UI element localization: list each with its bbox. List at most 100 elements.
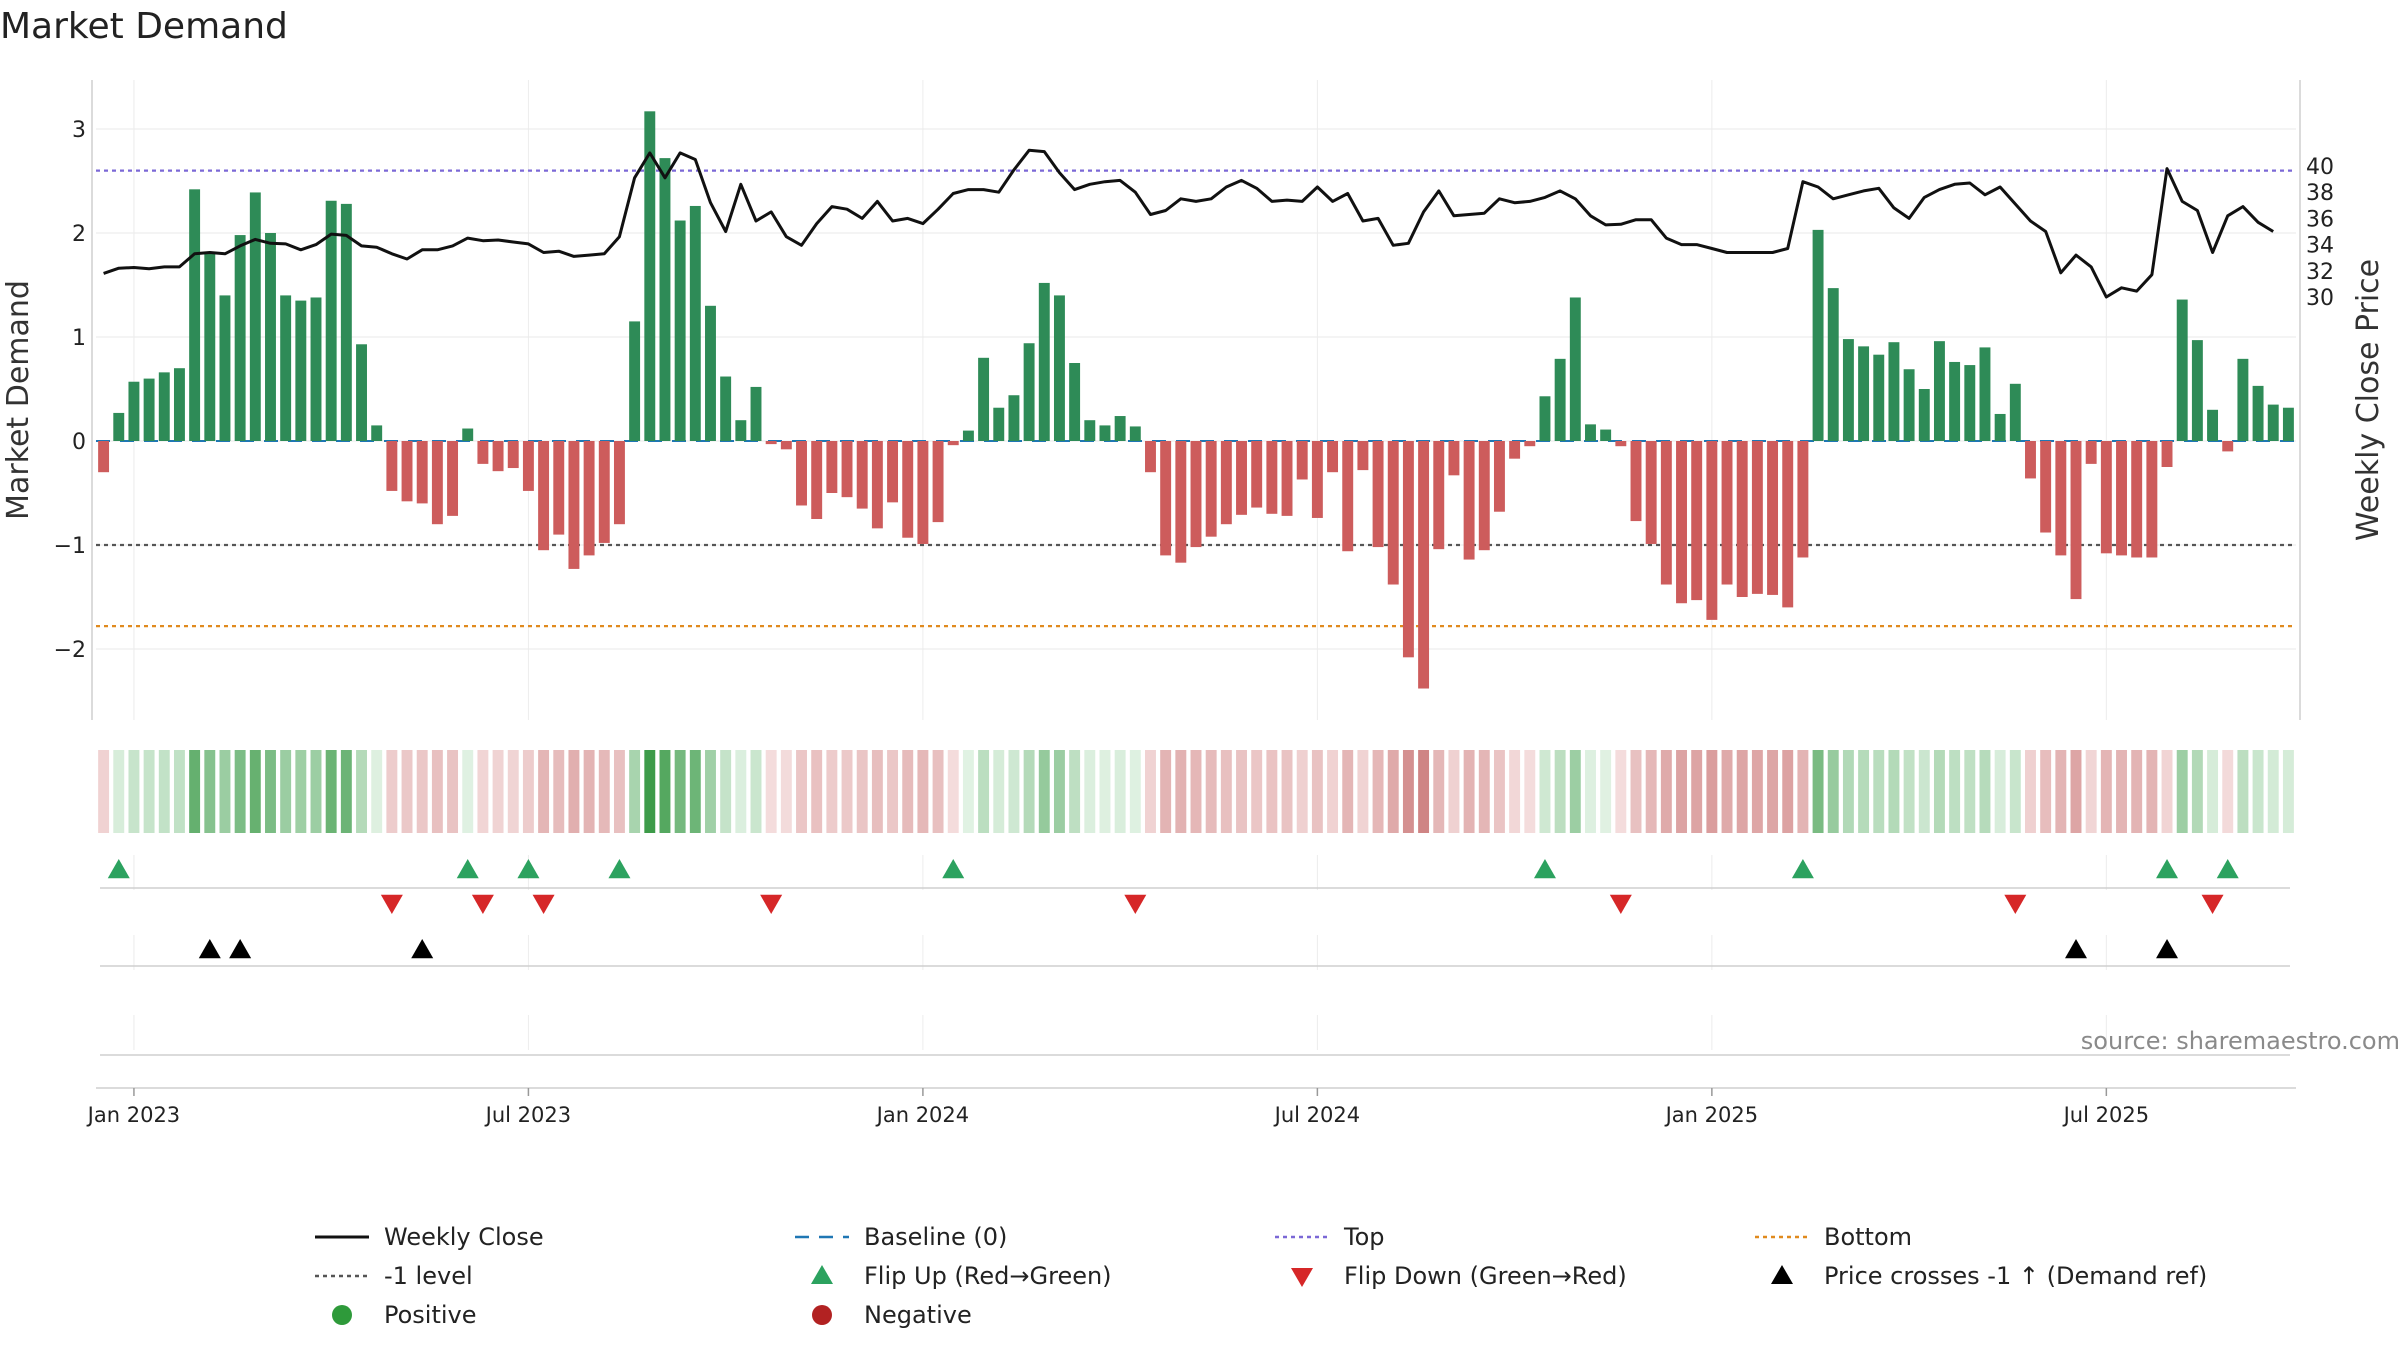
heat-cell	[932, 750, 944, 833]
heat-cell	[1630, 750, 1642, 833]
heat-cell	[1205, 750, 1217, 833]
heat-cell	[2025, 750, 2036, 833]
heat-cell	[993, 750, 1005, 833]
demand-bar	[1463, 441, 1475, 560]
y-tick-left: −1	[54, 534, 86, 559]
demand-bar	[507, 441, 519, 469]
y-tick-right: 30	[2306, 286, 2334, 311]
flip-down-marker	[760, 894, 783, 914]
demand-bar	[1372, 441, 1384, 548]
heat-cell	[113, 750, 125, 833]
legend-label: Positive	[384, 1301, 477, 1329]
demand-bar	[1114, 416, 1126, 441]
y-axis-label-right: Weekly Close Price	[2351, 259, 2386, 541]
heat-cell	[2040, 750, 2052, 833]
heat-cell	[1266, 750, 1278, 833]
flip-up-marker	[2156, 859, 2179, 879]
demand-bar	[2191, 340, 2203, 441]
heat-cell	[659, 750, 671, 833]
x-tick-label: Jan 2024	[875, 1103, 970, 1127]
demand-bar	[204, 253, 216, 441]
demand-bar	[447, 441, 459, 516]
price-cross-marker	[198, 939, 221, 959]
heat-cell	[1569, 750, 1581, 833]
heat-cell	[1175, 750, 1187, 833]
demand-bar	[1342, 441, 1354, 552]
flip-down-marker	[532, 894, 555, 914]
demand-bar	[1691, 441, 1703, 601]
demand-bar	[750, 386, 762, 441]
demand-bar	[2237, 358, 2249, 441]
heat-cell	[1782, 750, 1794, 833]
heat-cell	[249, 750, 261, 833]
demand-bar	[2146, 441, 2158, 558]
heat-cell	[826, 750, 838, 833]
demand-bar	[1721, 441, 1733, 585]
y-tick-left: 0	[72, 430, 86, 455]
heat-cell	[1038, 750, 1050, 833]
y-tick-left: 1	[72, 326, 86, 351]
demand-bar	[598, 441, 610, 543]
heat-cell	[1858, 750, 1870, 833]
heat-cell	[1236, 750, 1247, 833]
demand-bar	[386, 441, 398, 491]
heat-cell	[2100, 750, 2112, 833]
flip-up-marker	[1533, 859, 1556, 879]
heat-cell	[811, 750, 823, 833]
demand-bar	[1266, 441, 1278, 514]
heat-cell	[1387, 750, 1399, 833]
heat-cell	[538, 750, 550, 833]
heat-cell	[2267, 750, 2279, 833]
heat-cell	[978, 750, 990, 833]
heat-cell	[1873, 750, 1885, 833]
legend-label: Weekly Close	[384, 1223, 544, 1251]
demand-bar	[2252, 385, 2264, 441]
heat-cell	[431, 750, 443, 833]
heat-cell	[841, 750, 853, 833]
demand-bar	[1994, 413, 2006, 441]
heat-cell	[189, 750, 201, 833]
demand-bar	[932, 441, 944, 523]
y-tick-right: 36	[2306, 207, 2334, 232]
heat-cell	[1296, 750, 1308, 833]
heat-cell	[2085, 750, 2097, 833]
demand-bar	[1311, 441, 1323, 518]
demand-bar	[219, 295, 231, 441]
heat-cell	[507, 750, 519, 833]
demand-bar	[1357, 441, 1369, 471]
heat-cell	[629, 750, 641, 833]
heat-cell	[2070, 750, 2082, 833]
demand-bar	[1251, 441, 1263, 508]
demand-bar	[1888, 342, 1900, 441]
heat-cell	[871, 750, 883, 833]
heat-cell	[796, 750, 807, 833]
heat-cell	[1084, 750, 1096, 833]
demand-bar	[249, 192, 261, 441]
flip-up-marker	[2216, 859, 2239, 879]
demand-bar	[280, 295, 292, 441]
heat-cell	[204, 750, 216, 833]
heat-cell	[1342, 750, 1354, 833]
demand-bar	[462, 428, 474, 441]
demand-bar	[2116, 441, 2127, 556]
demand-bar	[1615, 441, 1627, 447]
demand-bar	[705, 305, 716, 441]
heat-cell	[1842, 750, 1854, 833]
legend-swatch-negative	[812, 1305, 832, 1325]
heat-cell	[1448, 750, 1460, 833]
heat-cell	[1129, 750, 1141, 833]
heat-cell	[1721, 750, 1733, 833]
demand-bar	[2207, 409, 2219, 441]
demand-bar	[1812, 229, 1824, 441]
weekly-close-line	[103, 148, 2274, 299]
demand-bar	[401, 441, 413, 502]
demand-bar	[2100, 441, 2112, 554]
heat-cell	[1145, 750, 1156, 833]
demand-bar	[1387, 441, 1399, 585]
flip-down-marker	[471, 894, 494, 914]
x-tick-label: Jul 2024	[1273, 1103, 1360, 1127]
chart-title: Market Demand	[0, 6, 288, 47]
demand-bar	[1327, 441, 1339, 473]
